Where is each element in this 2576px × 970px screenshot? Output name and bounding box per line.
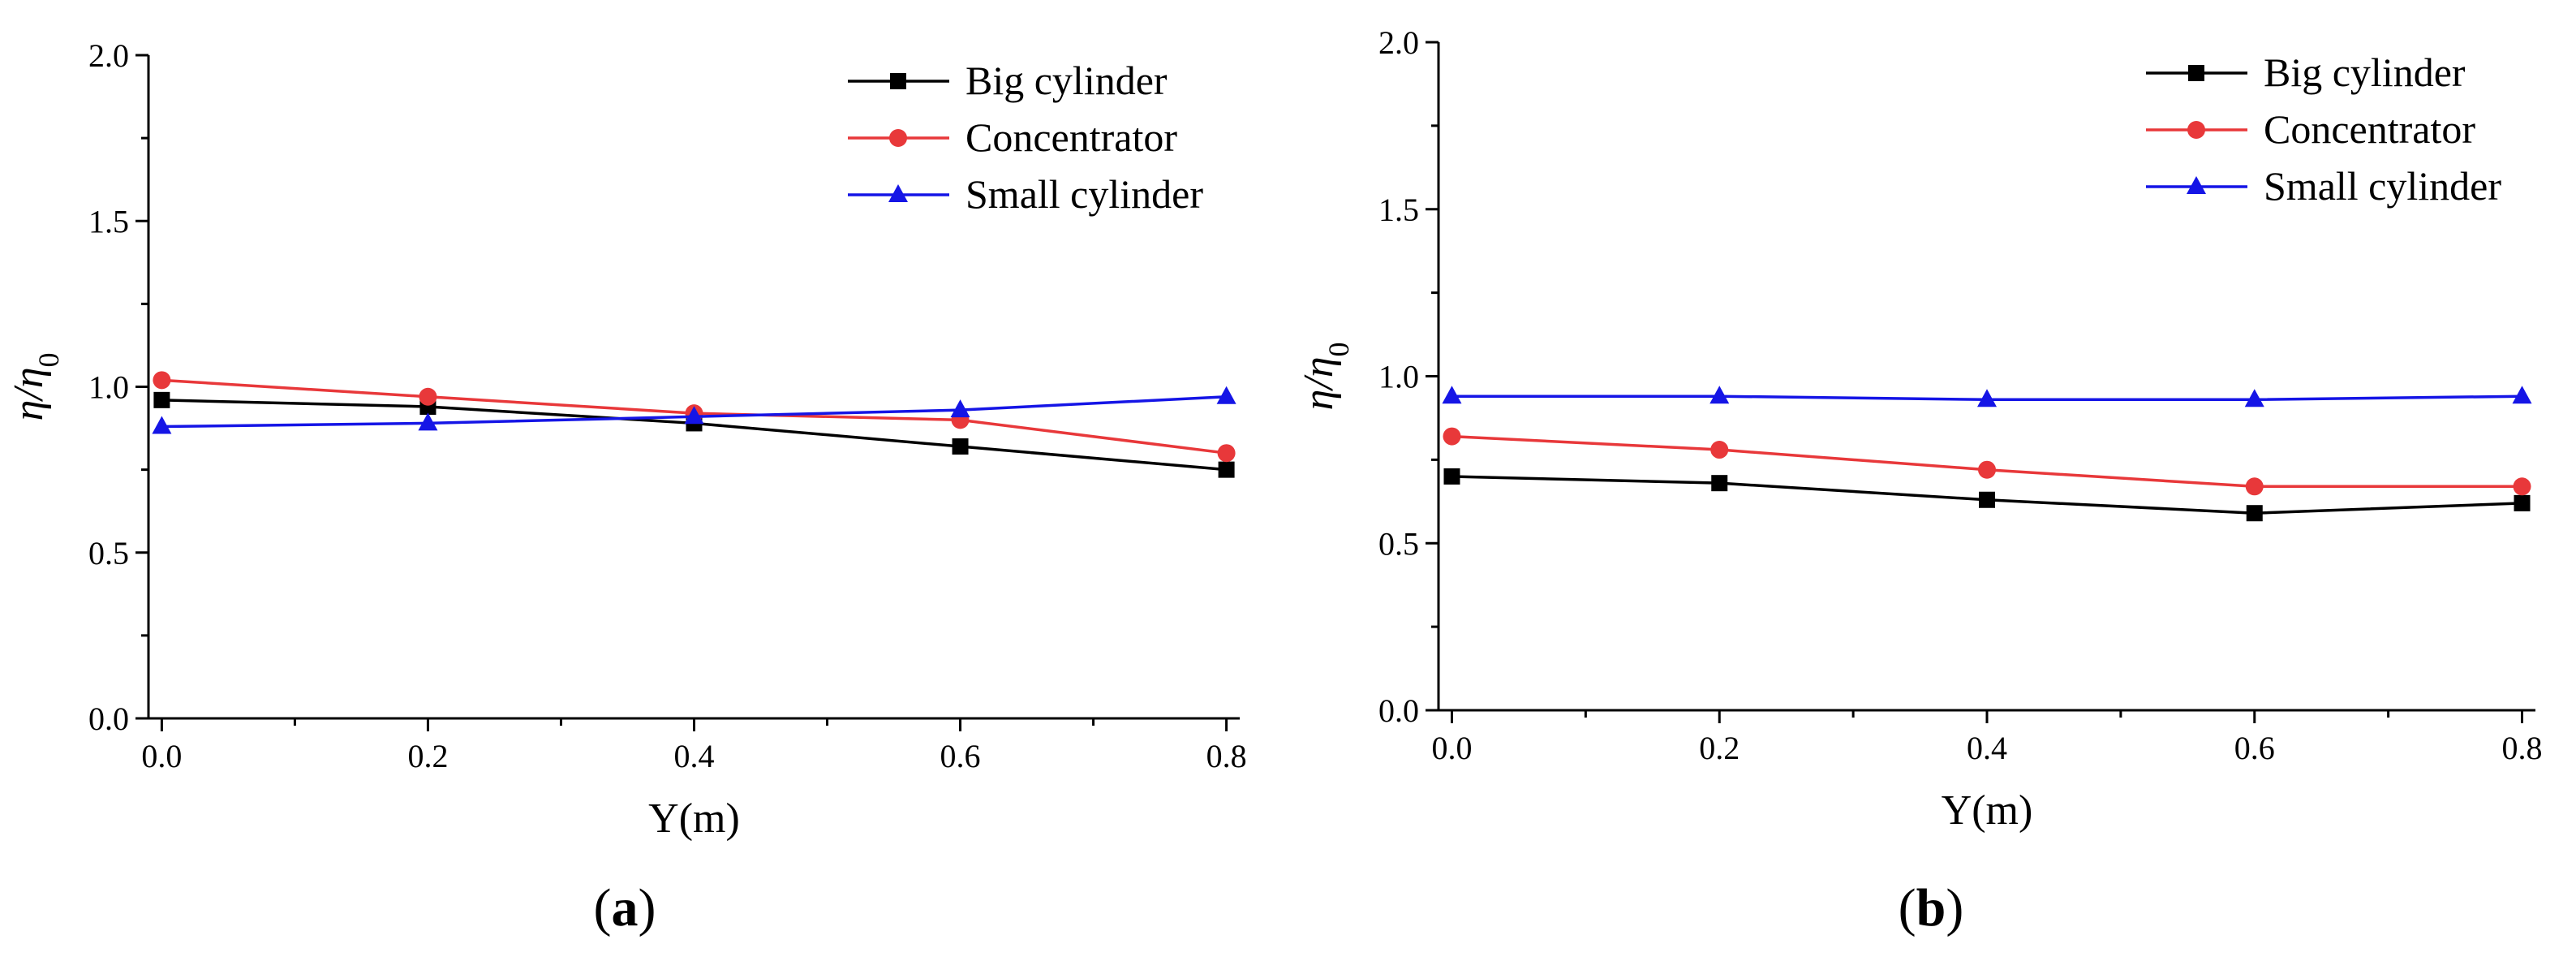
legend-marker bbox=[2188, 65, 2204, 81]
x-tick-label: 0.0 bbox=[1431, 730, 1472, 766]
data-point bbox=[1218, 461, 1235, 478]
legend-marker bbox=[888, 184, 908, 202]
series-small-cylinder bbox=[1442, 386, 2532, 407]
data-point bbox=[1443, 468, 1460, 485]
x-tick-label: 0.2 bbox=[407, 738, 448, 774]
data-point bbox=[1711, 475, 1728, 492]
data-point bbox=[1443, 427, 1461, 446]
data-point bbox=[1977, 389, 1997, 407]
data-point bbox=[419, 387, 437, 406]
data-point bbox=[950, 399, 970, 418]
x-tick-label: 0.6 bbox=[2234, 730, 2275, 766]
data-point bbox=[418, 412, 438, 431]
data-point bbox=[1217, 444, 1236, 463]
data-point bbox=[153, 391, 170, 408]
y-tick-label: 1.5 bbox=[1378, 192, 1419, 228]
data-point bbox=[684, 406, 704, 425]
y-axis-title: η/η0 bbox=[1296, 342, 1355, 410]
y-tick-label: 2.0 bbox=[1378, 24, 1419, 61]
panel-label: (b) bbox=[1899, 878, 1964, 938]
legend-item: Big cylinder bbox=[848, 58, 1168, 103]
legend-item: Concentrator bbox=[2146, 106, 2475, 152]
data-point bbox=[1216, 386, 1236, 404]
legend-label: Small cylinder bbox=[965, 171, 1203, 217]
legend-marker bbox=[890, 73, 906, 89]
legend-label: Concentrator bbox=[2264, 106, 2475, 152]
legend-label: Big cylinder bbox=[2264, 50, 2466, 95]
y-axis-title-subscript: 0 bbox=[1322, 342, 1355, 356]
y-axis-title: η/η0 bbox=[6, 352, 65, 420]
x-axis-title: Y(m) bbox=[1942, 787, 2033, 834]
legend-label: Small cylinder bbox=[2264, 163, 2501, 209]
x-tick-label: 0.0 bbox=[141, 738, 182, 774]
data-point bbox=[2512, 386, 2532, 404]
x-tick-label: 0.8 bbox=[1206, 738, 1247, 774]
chart-panel-b: 0.0 0.5 1.0 1.5 2.0 0.0 0.2 0.4 0.6 0.8 Y(m) η/η0 Bi… bbox=[1296, 24, 2543, 938]
y-tick-label: 1.5 bbox=[88, 203, 129, 239]
data-point bbox=[1978, 460, 1996, 479]
y-tick-label: 2.0 bbox=[88, 37, 129, 74]
x-tick-label: 0.2 bbox=[1699, 730, 1740, 766]
data-point bbox=[1979, 491, 1995, 508]
data-point bbox=[2246, 505, 2263, 522]
data-point bbox=[153, 371, 171, 390]
x-tick-label: 0.8 bbox=[2502, 730, 2543, 766]
data-point bbox=[2513, 477, 2531, 496]
y-tick-label: 0.0 bbox=[88, 701, 129, 737]
data-point bbox=[2245, 477, 2264, 496]
y-tick-label: 1.0 bbox=[1378, 359, 1419, 395]
y-tick-label: 0.5 bbox=[88, 535, 129, 571]
y-tick-label: 1.0 bbox=[88, 369, 129, 406]
y-tick-label: 0.5 bbox=[1378, 525, 1419, 562]
legend-item: Small cylinder bbox=[2146, 163, 2501, 209]
series-small-cylinder bbox=[152, 386, 1236, 434]
panel-letter: a bbox=[612, 878, 639, 938]
panel-letter: b bbox=[1916, 878, 1946, 938]
y-axis-title-subscript: 0 bbox=[32, 352, 65, 367]
data-point bbox=[1709, 386, 1730, 404]
legend-label: Concentrator bbox=[965, 114, 1177, 160]
chart-panel-a: 0.0 0.5 1.0 1.5 2.0 0.0 0.2 0.4 0.6 0.8 Y(m) η/η0 Bi… bbox=[6, 37, 1247, 938]
y-tick-label: 0.0 bbox=[1378, 692, 1419, 729]
x-tick-label: 0.4 bbox=[674, 738, 715, 774]
legend-item: Small cylinder bbox=[848, 171, 1203, 217]
legend-marker bbox=[2187, 176, 2206, 194]
legend-item: Concentrator bbox=[848, 114, 1177, 160]
data-point bbox=[2514, 494, 2531, 511]
x-axis-title: Y(m) bbox=[648, 795, 740, 842]
series-concentrator bbox=[1443, 427, 2531, 496]
data-point bbox=[1442, 386, 1462, 404]
data-point bbox=[152, 416, 172, 434]
data-point bbox=[1710, 441, 1729, 459]
data-point bbox=[2244, 389, 2264, 407]
legend-item: Big cylinder bbox=[2146, 50, 2466, 95]
legend-marker bbox=[2187, 121, 2205, 139]
panel-label: (a) bbox=[594, 878, 656, 938]
series-big-cylinder bbox=[1443, 468, 2531, 522]
data-point bbox=[952, 438, 969, 455]
x-tick-label: 0.4 bbox=[1967, 730, 2007, 766]
legend-marker bbox=[889, 129, 907, 147]
legend-label: Big cylinder bbox=[965, 58, 1168, 103]
x-tick-label: 0.6 bbox=[940, 738, 981, 774]
